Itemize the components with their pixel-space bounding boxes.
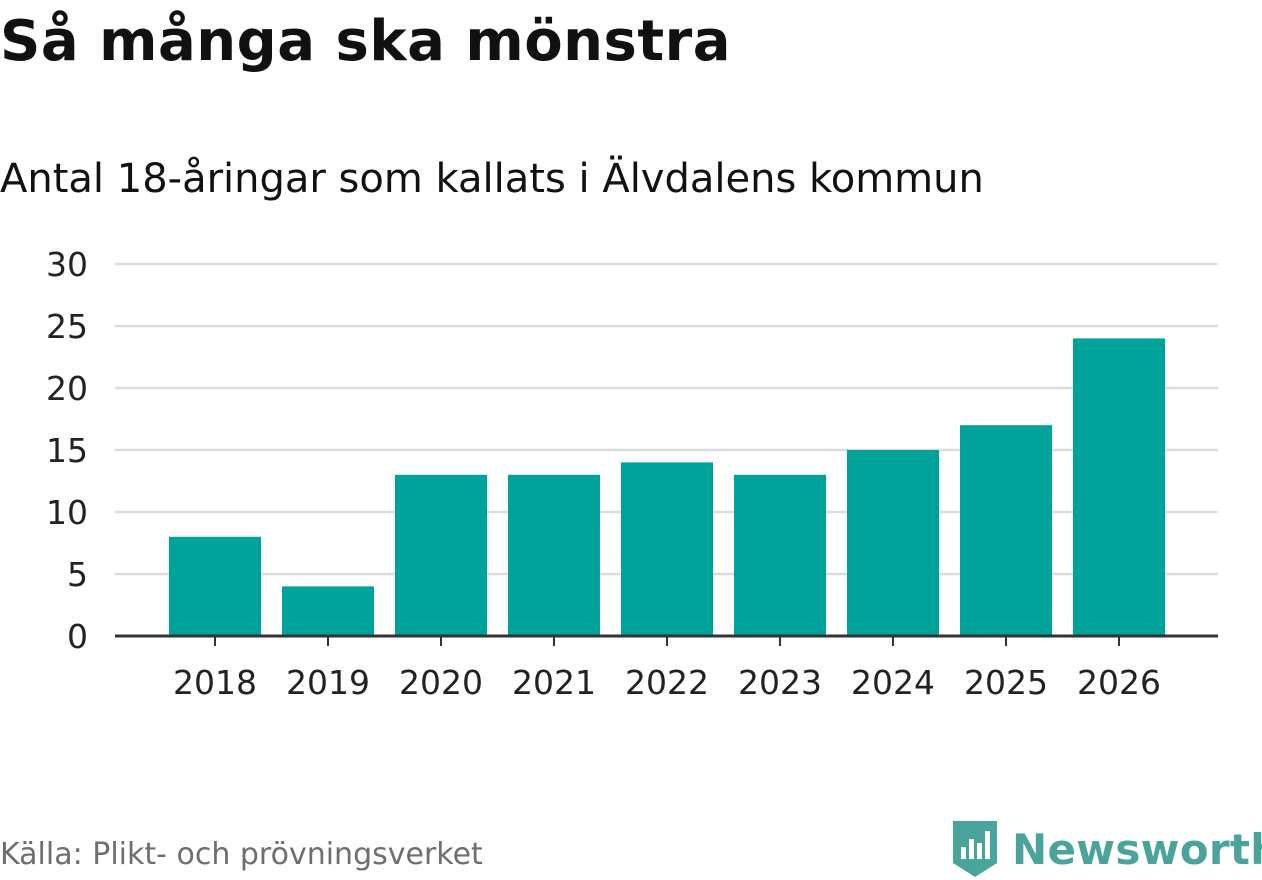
bar-2019 — [282, 586, 374, 636]
x-tick-label-2020: 2020 — [399, 663, 483, 702]
x-axis-tick-labels: 2018 2019 2020 2021 2022 2023 2024 2025 2026 — [173, 663, 1161, 702]
newsworthy-brand[interactable]: Newsworthy — [950, 818, 1262, 880]
x-tick-label-2026: 2026 — [1077, 663, 1161, 702]
x-tick-label-2024: 2024 — [851, 663, 935, 702]
y-tick-label-0: 0 — [67, 617, 88, 656]
bar-2025 — [960, 425, 1052, 636]
y-tick-label-15: 15 — [46, 431, 88, 470]
bar-2018 — [169, 536, 261, 636]
bar-2026 — [1073, 338, 1165, 636]
chart-subtitle: Antal 18-åringar som kallats i Älvdalens… — [0, 156, 984, 202]
y-tick-label-30: 30 — [46, 245, 88, 284]
brand-name: Newsworthy — [1012, 824, 1262, 874]
x-tick-label-2021: 2021 — [512, 663, 596, 702]
bar-2021 — [508, 474, 600, 636]
source-note: Källa: Plikt- och prövningsverket — [0, 837, 483, 872]
y-tick-label-5: 5 — [67, 555, 88, 594]
x-tick-label-2018: 2018 — [173, 663, 257, 702]
x-tick-label-2019: 2019 — [286, 663, 370, 702]
newsworthy-logo-icon — [953, 821, 997, 877]
x-tick-label-2025: 2025 — [964, 663, 1048, 702]
bars — [169, 338, 1165, 636]
x-tick-label-2023: 2023 — [738, 663, 822, 702]
bar-2022 — [621, 462, 713, 636]
chart-title: Så många ska mönstra — [0, 9, 732, 74]
bar-2023 — [734, 474, 826, 636]
x-tick-label-2022: 2022 — [625, 663, 709, 702]
y-tick-label-25: 25 — [46, 307, 88, 346]
y-tick-label-20: 20 — [46, 369, 88, 408]
x-axis — [115, 634, 1218, 646]
y-axis-tick-labels: 0 5 10 15 20 25 30 — [46, 245, 88, 656]
y-tick-label-10: 10 — [46, 493, 88, 532]
bar-2024 — [847, 450, 939, 636]
bar-2020 — [395, 474, 487, 636]
